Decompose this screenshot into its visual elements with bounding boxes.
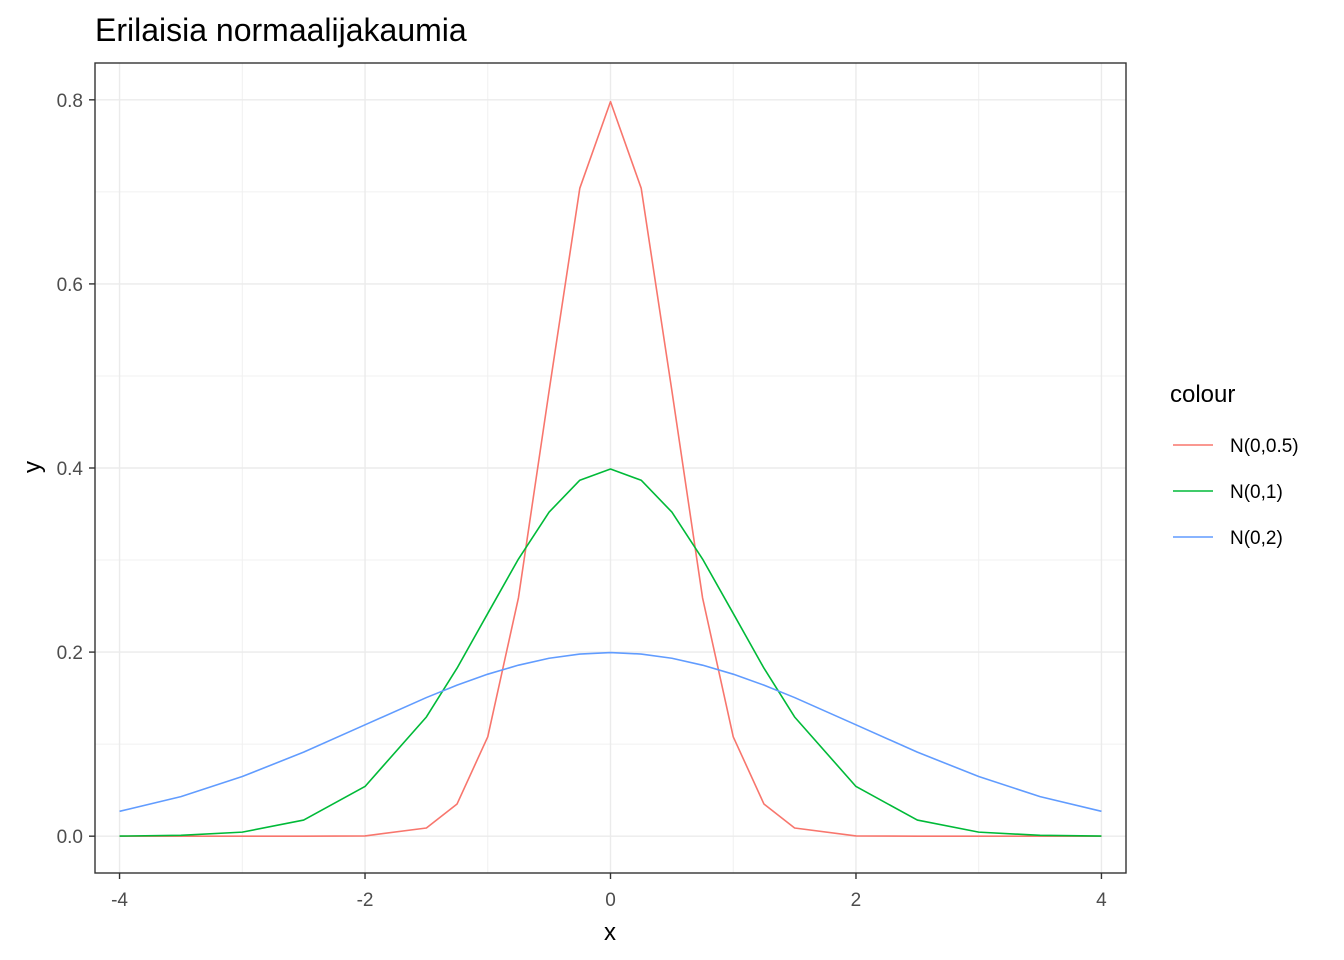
x-axis-title: x [604,919,616,946]
series-line-1 [119,468,1102,837]
x-tick-label: -2 [357,890,374,911]
legend: colour N(0,0.5) N(0,1) N(0,2) [1170,381,1299,549]
x-tick-label: 0 [605,890,616,911]
series-line-2 [119,651,1102,813]
y-tick-label: 0.4 [57,459,84,480]
x-tick-label: -4 [111,890,128,911]
legend-label-0: N(0,0.5) [1230,436,1299,457]
x-tick-label: 4 [1096,890,1107,911]
axis-ticks: -4 -2 0 2 4 0.0 0.2 0.4 0.6 0.8 [57,91,1108,911]
y-tick-label: 0.2 [57,643,83,664]
legend-title: colour [1170,381,1235,408]
y-tick-label: 0.0 [57,827,83,848]
legend-label-2: N(0,2) [1230,528,1283,549]
chart-title: Erilaisia normaalijakaumia [95,12,467,48]
y-tick-label: 0.6 [57,275,83,296]
series-layer [119,100,1102,837]
y-axis-title: y [19,461,46,473]
legend-label-1: N(0,1) [1230,482,1283,503]
series-line-0 [119,100,1102,837]
y-tick-label: 0.8 [57,91,83,112]
x-tick-label: 2 [851,890,862,911]
